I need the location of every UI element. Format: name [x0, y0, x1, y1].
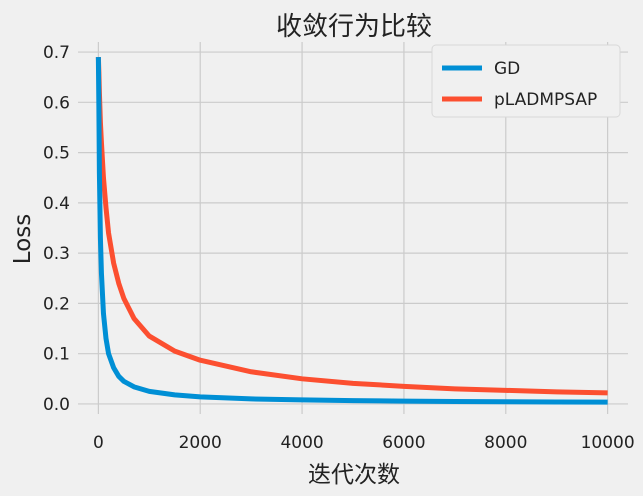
x-tick-label: 10000 — [581, 433, 635, 453]
y-tick-label: 0.0 — [43, 395, 70, 415]
series-lines — [95, 56, 608, 405]
x-axis-label: 迭代次数 — [308, 462, 400, 488]
y-tick-label: 0.5 — [43, 144, 70, 164]
y-tick-label: 0.1 — [43, 345, 70, 365]
grid — [78, 42, 628, 414]
chart-title: 收敛行为比较 — [276, 12, 432, 42]
y-tick-label: 0.6 — [43, 93, 70, 113]
x-tick-label: 8000 — [484, 433, 527, 453]
y-tick-label: 0.7 — [43, 43, 70, 63]
series-line-gd — [95, 57, 608, 405]
y-tick-label: 0.3 — [43, 244, 70, 264]
y-tick-label: 0.4 — [43, 194, 70, 214]
legend: GD pLADMPSAP — [431, 44, 621, 118]
x-tick-label: 4000 — [280, 433, 323, 453]
y-tick-label: 0.2 — [43, 294, 70, 314]
y-tick-labels: 0.0 0.1 0.2 0.3 0.4 0.5 0.6 0.7 — [43, 43, 70, 415]
y-axis-label: Loss — [10, 214, 36, 264]
legend-label-gd: GD — [494, 59, 520, 79]
x-tick-label: 2000 — [179, 433, 222, 453]
legend-label-pladmpsap: pLADMPSAP — [494, 90, 597, 110]
x-tick-label: 0 — [93, 433, 104, 453]
x-tick-label: 6000 — [382, 433, 425, 453]
x-tick-labels: 0 2000 4000 6000 8000 10000 — [93, 433, 635, 453]
